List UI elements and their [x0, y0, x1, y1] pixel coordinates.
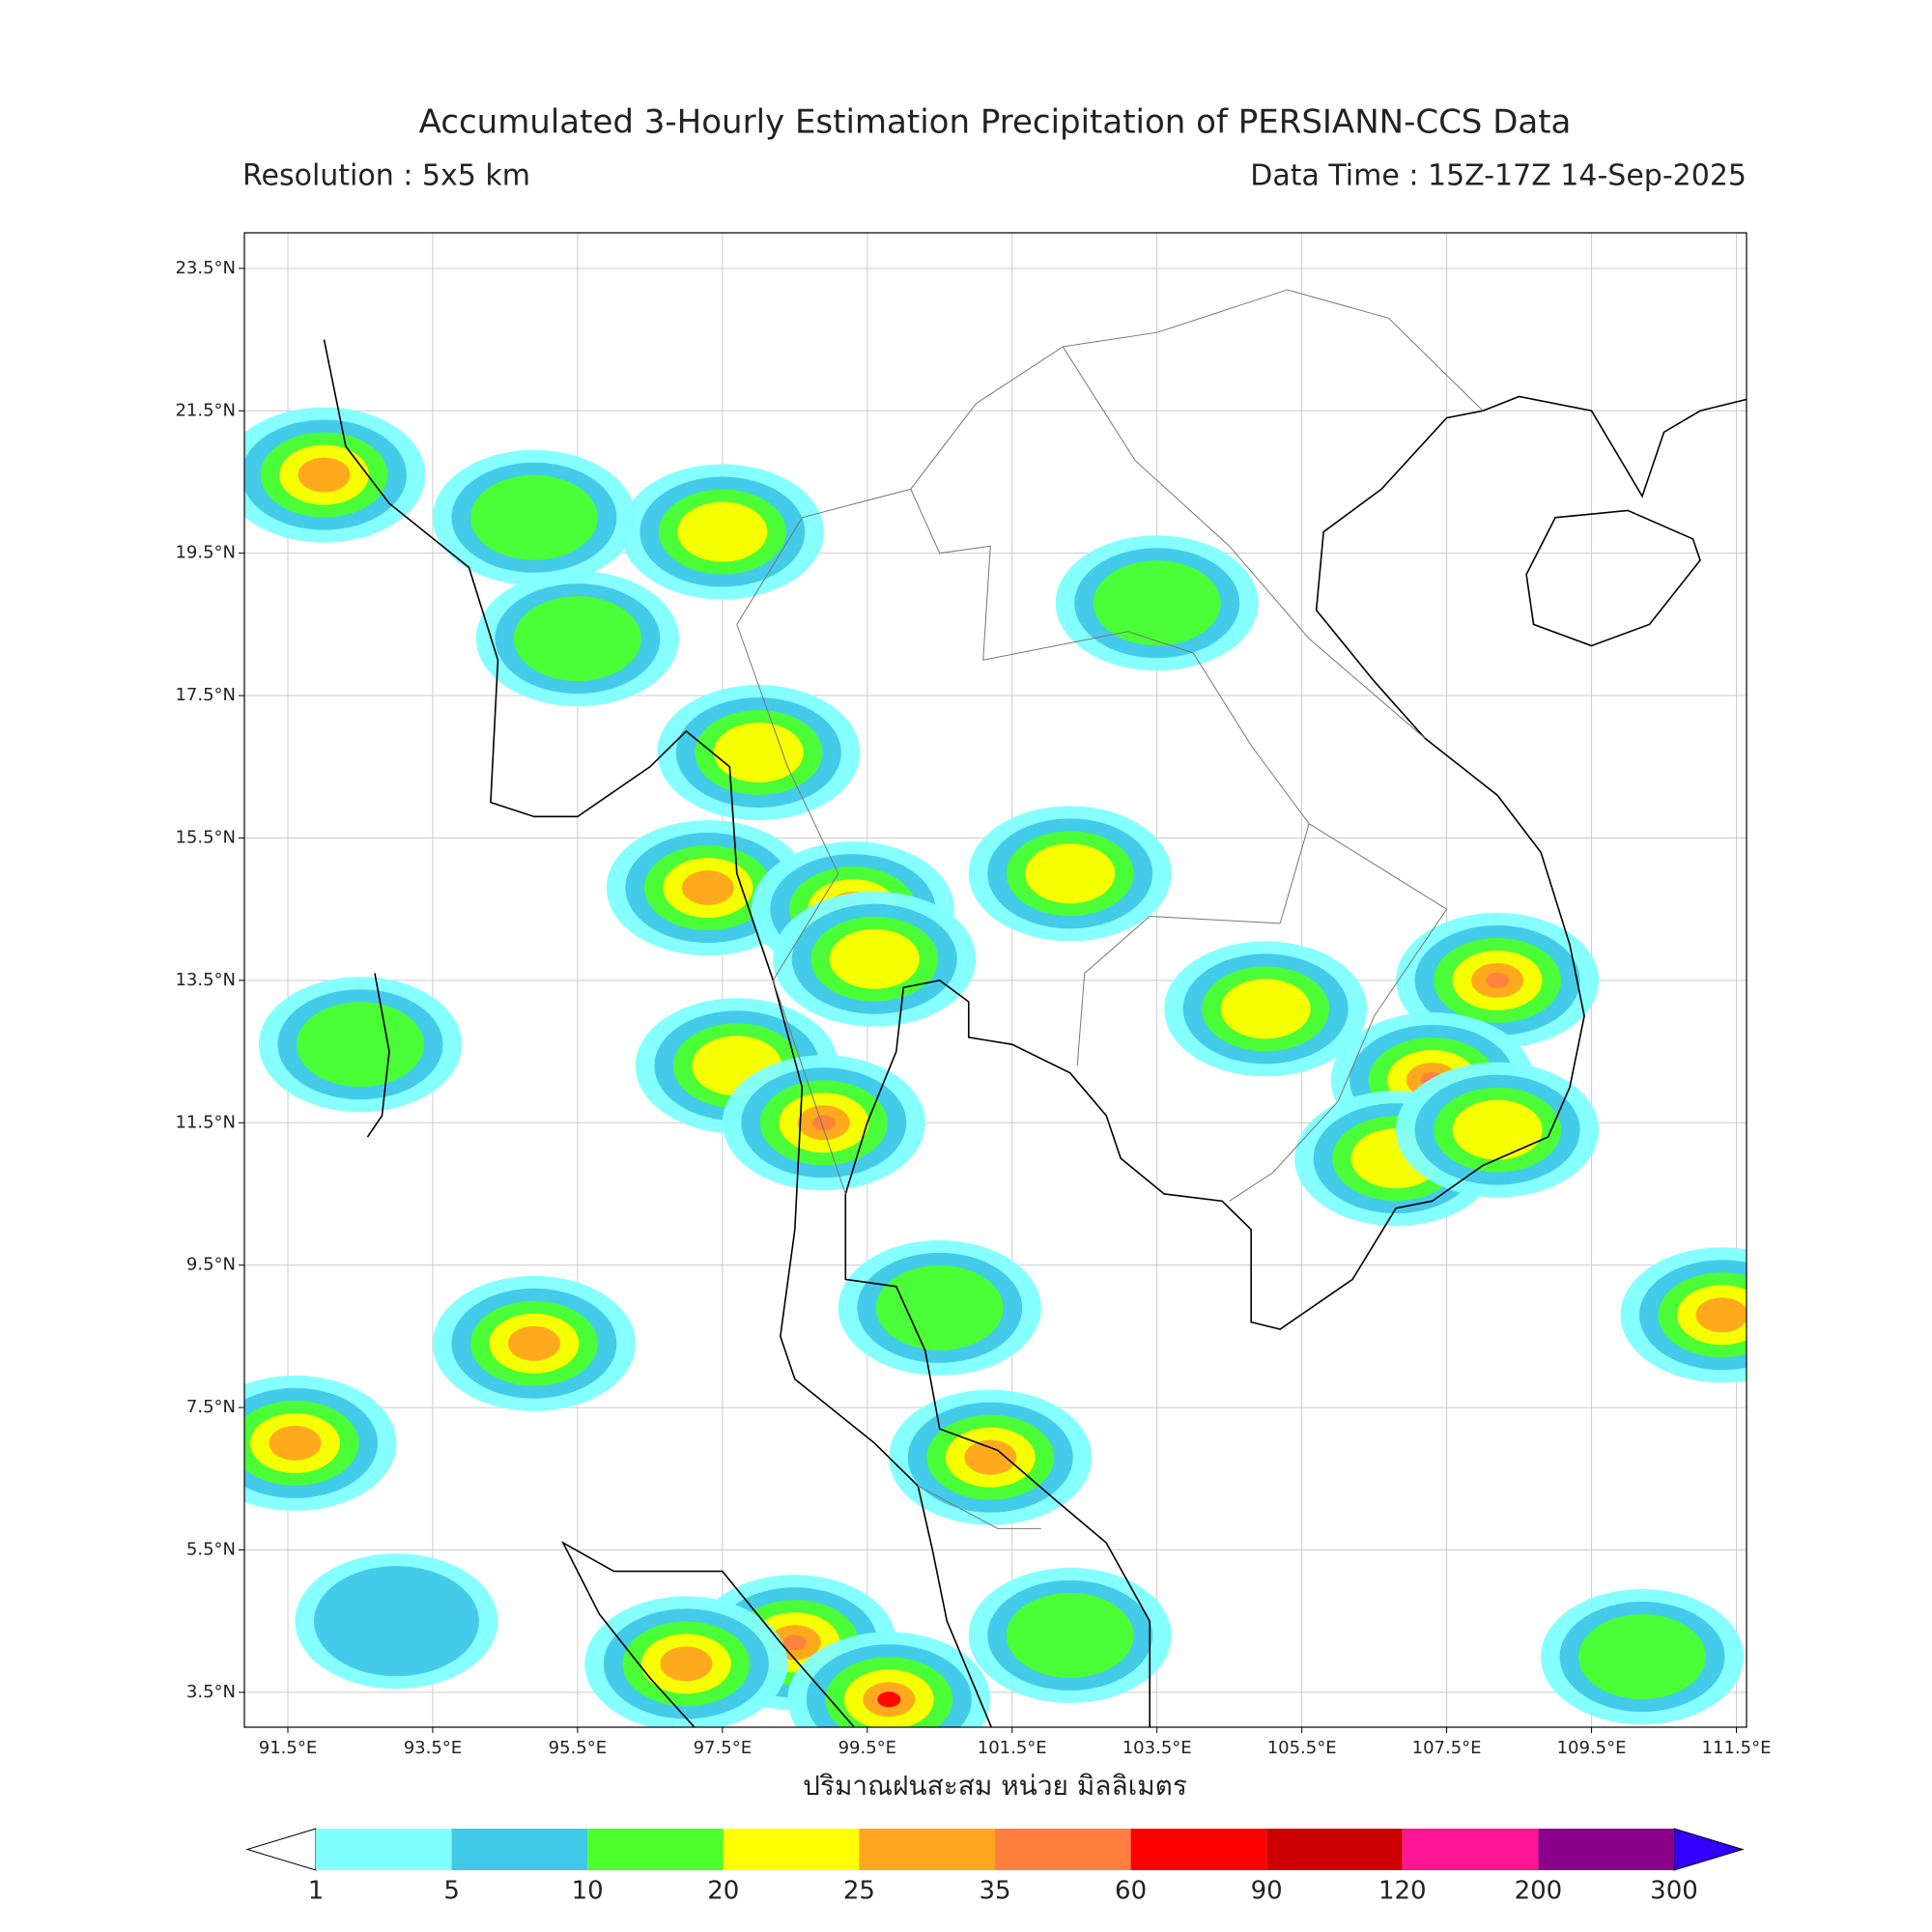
y-tick-label: 3.5°N: [186, 1682, 236, 1702]
title: Accumulated 3-Hourly Estimation Precipit…: [419, 103, 1572, 142]
y-tick-label: 11.5°N: [175, 1112, 236, 1132]
x-tick-label: 111.5°E: [1702, 1738, 1772, 1758]
x-tick-label: 107.5°E: [1412, 1738, 1482, 1758]
geography: [324, 290, 1758, 1743]
y-tick-label: 9.5°N: [186, 1255, 236, 1275]
colorbar-over: [1673, 1828, 1745, 1871]
colorbar-segment: [1402, 1829, 1539, 1870]
rain-cell: [877, 1691, 901, 1708]
colorbar-segment: [1538, 1829, 1674, 1870]
rain-cell: [469, 474, 598, 560]
rain-cell: [1093, 560, 1221, 646]
colorbar-label: 300: [1650, 1877, 1698, 1906]
thailand-border: [737, 489, 1309, 1065]
x-tick-label: 91.5°E: [259, 1738, 317, 1758]
rain-cell: [964, 1439, 1017, 1475]
x-axis-label: ปริมาณฝนสะสม หน่วย มิลลิเมตร: [803, 1770, 1187, 1802]
rain-cell: [811, 1115, 836, 1131]
x-tick-label: 99.5°E: [838, 1738, 896, 1758]
plot-frame: [243, 232, 1747, 1728]
basemap: [324, 290, 1758, 1743]
colorbar-segment: [1130, 1829, 1267, 1870]
y-tick-label: 17.5°N: [175, 685, 236, 705]
colorbar-label: 60: [1115, 1877, 1147, 1906]
y-tick-label: 5.5°N: [186, 1539, 236, 1559]
rain-cell: [1578, 1614, 1707, 1700]
rain-cell: [829, 928, 920, 989]
y-tick-label: 23.5°N: [175, 258, 236, 278]
colorbar-segment: [859, 1829, 995, 1870]
colorbar-segment: [451, 1829, 588, 1870]
rain-cell: [1006, 1592, 1134, 1678]
colorbar-label: 1: [308, 1877, 325, 1906]
rain-cell: [782, 1634, 807, 1651]
rain-layer: [244, 407, 1747, 1727]
x-tick-label: 109.5°E: [1557, 1738, 1627, 1758]
rain-cell: [1025, 843, 1116, 904]
rain-cell: [296, 1002, 424, 1088]
y-tick-label: 13.5°N: [175, 970, 236, 990]
colorbar: 1 5 10 20 25 35 60 90 120 200 300: [245, 1828, 1745, 1906]
rain-cell: [1220, 979, 1311, 1039]
colorbar-label: 10: [572, 1877, 604, 1906]
colorbar-segment: [1266, 1829, 1403, 1870]
data-time: Data Time : 15Z-17Z 14-Sep-2025: [1250, 159, 1747, 193]
x-tick-label: 93.5°E: [404, 1738, 462, 1758]
colorbar-segment: [316, 1829, 452, 1870]
colorbar-label: 200: [1515, 1877, 1563, 1906]
colorbar-label: 20: [707, 1877, 739, 1906]
rain-cell: [1486, 972, 1510, 988]
hainan: [1526, 510, 1700, 645]
sumatra: [563, 1543, 867, 1742]
x-tick-label: 95.5°E: [549, 1738, 607, 1758]
colorbar-under: [245, 1828, 317, 1871]
rain-cell: [298, 457, 351, 493]
colorbar-label: 120: [1378, 1877, 1427, 1906]
x-tick-label: 103.5°E: [1122, 1738, 1192, 1758]
resolution: Resolution : 5x5 km: [242, 159, 530, 193]
border: [773, 290, 1483, 1528]
rain-cell: [507, 1325, 560, 1361]
coastline: [845, 397, 1758, 1743]
x-tick-label: 97.5°E: [694, 1738, 752, 1758]
rain-cell: [660, 1646, 713, 1682]
colorbar-label: 25: [843, 1877, 875, 1906]
coastline: [324, 340, 997, 1743]
rain-cell: [875, 1264, 1004, 1350]
rain-cell: [1452, 1099, 1543, 1160]
rain-cell: [313, 1566, 479, 1677]
y-tick-label: 21.5°N: [175, 400, 236, 420]
rain-cell: [513, 596, 641, 682]
colorbar-label: 90: [1251, 1877, 1283, 1906]
colorbar-label: 35: [979, 1877, 1010, 1906]
rain-cell: [681, 870, 734, 906]
andaman: [367, 973, 388, 1137]
y-tick-label: 7.5°N: [186, 1397, 236, 1417]
x-tick-label: 101.5°E: [978, 1738, 1047, 1758]
y-tick-label: 19.5°N: [175, 543, 236, 563]
colorbar-segment: [723, 1829, 860, 1870]
rain-cell: [1695, 1297, 1747, 1333]
rain-cell: [677, 501, 768, 562]
colorbar-segment: [995, 1829, 1131, 1870]
y-tick-label: 15.5°N: [175, 827, 236, 847]
x-tick-label: 105.5°E: [1267, 1738, 1337, 1758]
rain-cell: [713, 723, 804, 783]
colorbar-label: 5: [443, 1877, 460, 1906]
colorbar-segment: [587, 1829, 724, 1870]
rain-cell: [269, 1425, 322, 1461]
